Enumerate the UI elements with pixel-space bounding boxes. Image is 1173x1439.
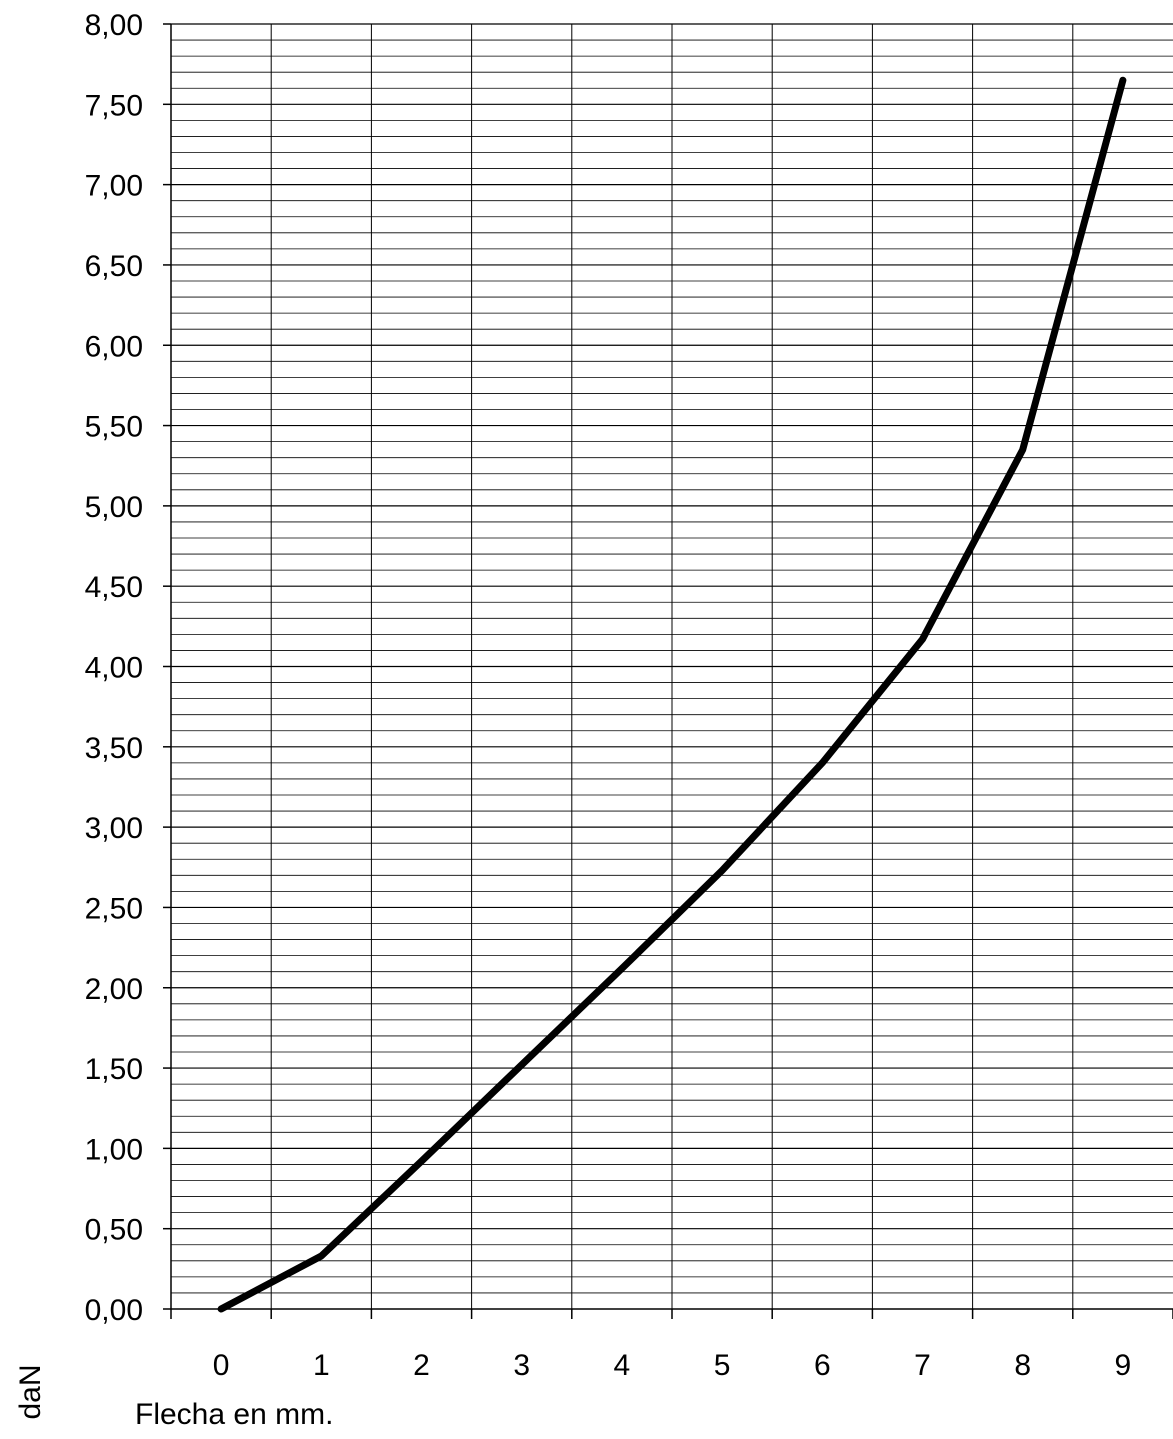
series-layer [217,76,1127,1313]
x-tick-label: 4 [614,1349,631,1382]
y-tick-label: 7,00 [85,170,143,203]
y-tick-label: 0,50 [85,1214,143,1247]
x-tick-label: 8 [1014,1349,1031,1382]
y-tick-label: 2,50 [85,892,143,925]
y-tick-labels: 0,00 0,50 1,00 1,50 2,00 2,50 3,00 3,50 4,00 4,50… [85,9,171,1327]
y-tick-label: 3,00 [85,812,143,845]
y-tick-label: 4,50 [85,571,143,604]
y-tick-label: 4,00 [85,652,143,685]
y-tick-label: 7,50 [85,89,143,122]
x-tick-label: 1 [313,1349,330,1382]
x-tick-label: 2 [413,1349,430,1382]
y-tick-label: 5,50 [85,411,143,444]
x-tick-label: 0 [213,1349,230,1382]
major-gridlines [170,23,1173,1319]
x-axis-title: Flecha en mm. [135,1398,333,1431]
x-tick-labels: 0 1 2 3 4 5 6 7 8 9 [213,1349,1131,1382]
x-tick-label: 7 [914,1349,931,1382]
y-tick-label: 6,50 [85,250,143,283]
y-tick-label: 1,00 [85,1133,143,1166]
y-tick-label: 0,00 [85,1294,143,1327]
y-tick-label: 5,00 [85,491,143,524]
x-tick-label: 9 [1115,1349,1132,1382]
y-tick-label: 8,00 [85,9,143,42]
series-line [217,76,1127,1313]
y-tick-label: 1,50 [85,1053,143,1086]
x-tick-label: 6 [814,1349,831,1382]
y-tick-label: 3,50 [85,732,143,765]
x-tick-label: 5 [714,1349,731,1382]
y-tick-label: 2,00 [85,973,143,1006]
y-axis-title: daN [14,1364,47,1419]
y-tick-label: 6,00 [85,330,143,363]
x-tick-label: 3 [513,1349,530,1382]
